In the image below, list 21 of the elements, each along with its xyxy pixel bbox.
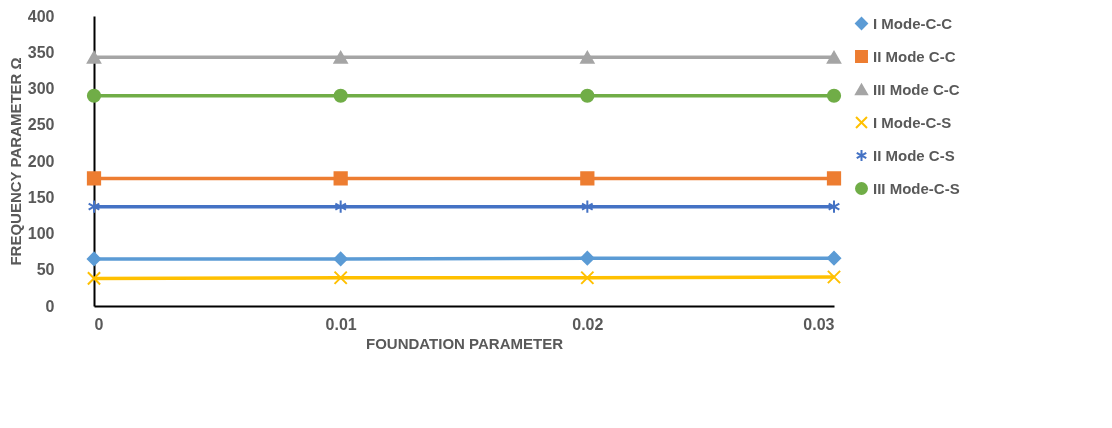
legend-label: II Mode C-S — [873, 146, 955, 164]
legend-label: I Mode-C-S — [873, 113, 952, 131]
x-tick-label: 0.03 — [803, 315, 835, 333]
x-tick-label: 0 — [94, 315, 104, 333]
y-axis-title: FREQUENCY PARAMETER Ω — [6, 57, 24, 266]
legend-label: III Mode-C-S — [873, 179, 960, 197]
y-tick-label: 300 — [27, 80, 55, 97]
legend-label: II Mode C-C — [873, 47, 956, 65]
y-tick-label: 0 — [45, 297, 55, 315]
x-axis-title: FOUNDATION PARAMETER — [366, 334, 564, 352]
legend-label: I Mode-C-C — [873, 14, 953, 32]
x-tick-label: 0.01 — [325, 315, 357, 333]
y-tick-label: 350 — [27, 43, 55, 61]
y-tick-label: 50 — [36, 261, 55, 279]
y-tick-label: 400 — [27, 7, 55, 25]
x-tick-label: 0.02 — [572, 315, 604, 333]
y-tick-label: 200 — [27, 152, 55, 170]
legend-label: III Mode C-C — [873, 80, 960, 98]
y-tick-label: 100 — [27, 225, 55, 242]
y-tick-label: 150 — [27, 188, 55, 206]
y-tick-label: 250 — [27, 116, 55, 134]
